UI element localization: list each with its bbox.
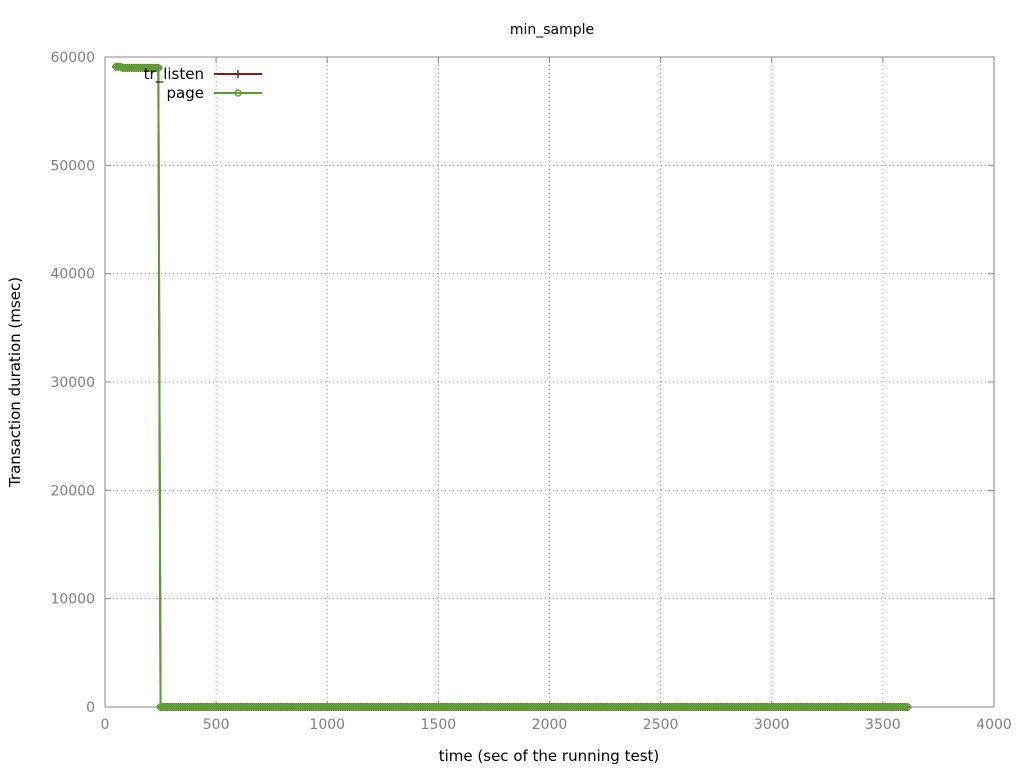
y-tick-label: 50000	[50, 158, 95, 174]
series-layer	[112, 62, 912, 711]
y-tick-label: 20000	[50, 483, 95, 499]
x-tick-label: 2500	[643, 717, 679, 733]
series-line-page	[116, 65, 908, 708]
x-tick-label: 4000	[976, 717, 1012, 733]
y-axis-label: Transaction duration (msec)	[6, 277, 24, 488]
grid	[105, 57, 994, 707]
data-point-page	[154, 64, 163, 72]
x-tick-label: 0	[101, 717, 110, 733]
axis-ticks: 0 500 1000 1500 2000 2500 3000 3500 400001000020…	[50, 50, 1011, 733]
series-tr_listen	[112, 62, 912, 711]
legend-label-page: page	[167, 84, 204, 102]
x-tick-label: 2000	[532, 717, 568, 733]
x-tick-label: 1000	[309, 717, 345, 733]
x-tick-label: 500	[203, 717, 230, 733]
series-line-tr_listen	[116, 65, 908, 708]
legend-marker-tr_listen	[234, 70, 242, 78]
x-tick-label: 3000	[754, 717, 790, 733]
series-page	[112, 63, 912, 711]
y-tick-label: 40000	[50, 267, 95, 283]
chart-title: min_sample	[510, 22, 594, 38]
y-tick-label: 0	[86, 700, 95, 716]
data-point-page	[903, 703, 912, 711]
x-axis-label: time (sec of the running test)	[439, 747, 660, 765]
y-tick-label: 60000	[50, 50, 95, 66]
y-tick-label: 10000	[50, 592, 95, 608]
legend-label-tr_listen: tr_listen	[144, 65, 204, 84]
legend-marker-page	[234, 89, 242, 97]
y-tick-label: 30000	[50, 375, 95, 391]
x-tick-label: 3500	[865, 717, 901, 733]
x-tick-label: 1500	[421, 717, 457, 733]
